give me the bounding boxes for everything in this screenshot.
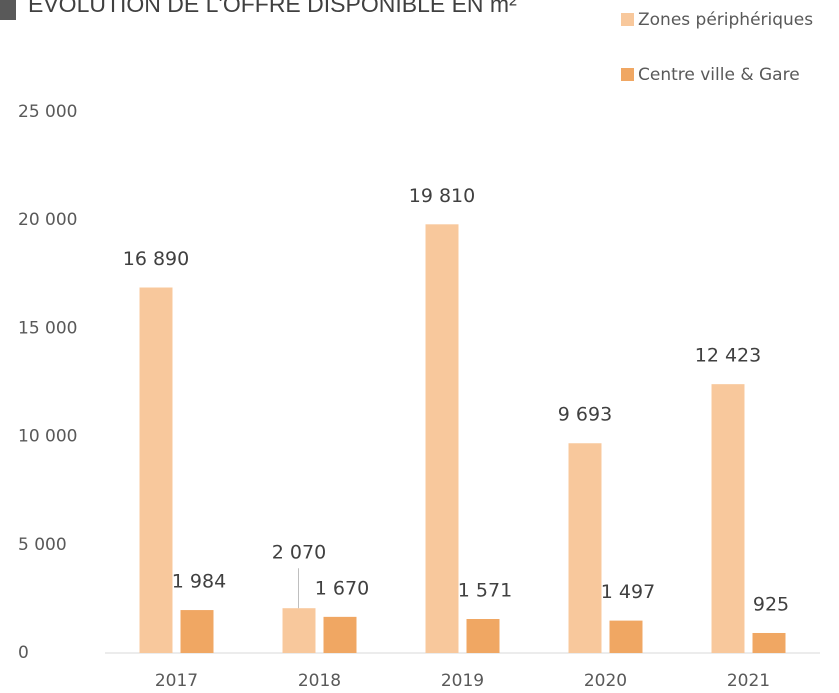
legend-swatch [621, 13, 634, 26]
y-tick-label: 15 000 [18, 318, 77, 338]
bar [568, 443, 602, 653]
title-marker [0, 0, 16, 20]
y-tick-label: 0 [18, 643, 29, 663]
value-label: 1 984 [172, 571, 226, 593]
bar [323, 616, 357, 653]
bar [609, 620, 643, 653]
legend-label: Zones périphériques [638, 10, 813, 30]
y-tick-label: 25 000 [18, 102, 77, 122]
value-label: 1 497 [601, 581, 655, 603]
x-tick-label: 2021 [727, 671, 770, 691]
legend-label: Centre ville & Gare [638, 65, 800, 85]
y-tick-label: 10 000 [18, 427, 77, 447]
y-tick-label: 5 000 [18, 535, 67, 555]
value-label: 16 890 [123, 248, 189, 270]
chart-title: ÉVOLUTION DE L'OFFRE DISPONIBLE EN m² [28, 0, 517, 17]
value-label: 19 810 [409, 185, 475, 207]
x-tick-label: 2020 [584, 671, 627, 691]
value-label: 2 070 [272, 542, 326, 564]
bar [282, 608, 316, 653]
bar [425, 224, 459, 654]
legend-swatch [621, 68, 634, 81]
bar [711, 384, 745, 653]
value-label: 1 670 [315, 577, 369, 599]
value-label: 9 693 [558, 404, 612, 426]
value-label: 1 571 [458, 580, 512, 602]
x-tick-label: 2017 [155, 671, 198, 691]
x-tick-label: 2019 [441, 671, 484, 691]
bar [139, 287, 173, 653]
value-label: 12 423 [695, 345, 761, 367]
bar [180, 610, 214, 653]
x-tick-label: 2018 [298, 671, 341, 691]
bar [752, 632, 786, 653]
bar [466, 619, 500, 653]
value-label: 925 [753, 593, 789, 615]
y-tick-label: 20 000 [18, 210, 77, 230]
